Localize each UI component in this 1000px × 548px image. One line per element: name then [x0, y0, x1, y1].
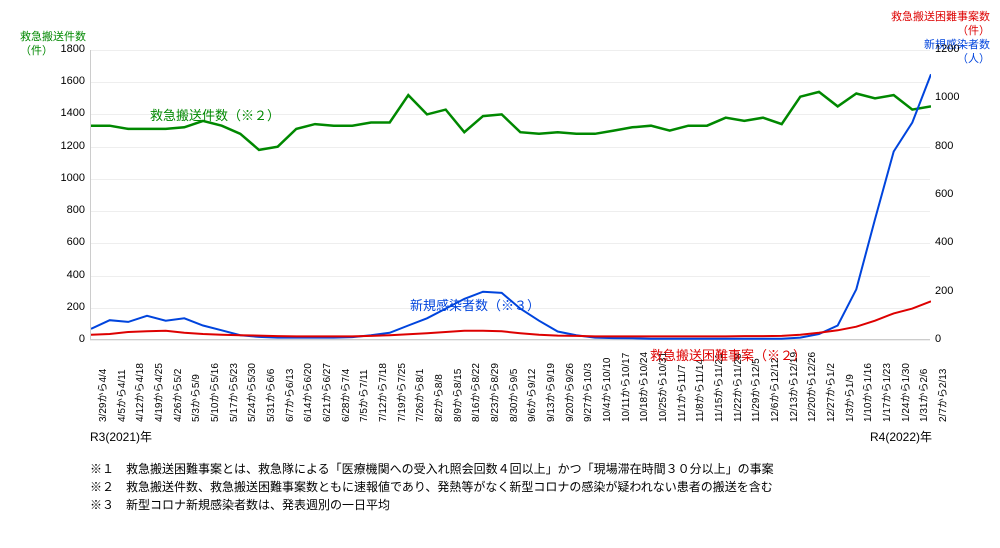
footnote-3: ※３ 新型コロナ新規感染者数は、発表週別の一日平均 [90, 496, 990, 514]
series-label-transport: 救急搬送件数（※２） [150, 105, 280, 124]
series-label-difficult: 救急搬送困難事案（※２） [650, 345, 806, 364]
x-tick-label: 10/4から10/10 [598, 358, 613, 423]
y-tick-left: 0 [40, 333, 85, 345]
x-tick-label: 8/16から8/22 [467, 363, 482, 422]
x-tick-label: 9/20から9/26 [561, 363, 576, 422]
x-tick-label: 11/29から12/5 [747, 358, 762, 422]
x-tick-label: 11/8から11/14 [691, 359, 706, 422]
x-tick-label: 8/23から8/29 [486, 363, 501, 422]
x-tick-label: 7/12から7/18 [374, 363, 389, 422]
x-tick-label: 4/19から4/25 [150, 363, 165, 422]
x-tick-label: 6/28から7/4 [337, 369, 352, 422]
x-tick-label: 6/7から6/13 [281, 369, 296, 422]
x-tick-label: 12/6から12/12 [766, 358, 781, 423]
x-tick-label: 5/24から5/30 [243, 363, 258, 422]
y-tick-left: 1200 [40, 140, 85, 152]
y-tick-left: 200 [40, 301, 85, 313]
y-tick-left: 1400 [40, 107, 85, 119]
y-tick-left: 1600 [40, 75, 85, 87]
x-tick-label: 8/30から9/5 [505, 369, 520, 422]
y-tick-left: 400 [40, 269, 85, 281]
x-tick-label: 9/27から10/3 [579, 363, 594, 422]
x-tick-label: 8/2から8/8 [430, 374, 445, 422]
y-tick-left: 800 [40, 204, 85, 216]
x-tick-label: 5/10から5/16 [206, 363, 221, 422]
x-tick-label: 5/31から6/6 [262, 369, 277, 422]
x-tick-label: 12/27から1/2 [822, 363, 837, 422]
y-tick-right: 800 [935, 140, 980, 152]
x-tick-label: 7/26から8/1 [411, 369, 426, 422]
y-axis-right-label-1: 救急搬送困難事案数 （件） [891, 10, 990, 39]
y-tick-right: 600 [935, 188, 980, 200]
x-tick-label: 7/19から7/25 [393, 363, 408, 422]
y-tick-left: 1000 [40, 172, 85, 184]
x-tick-label: 4/5から4/11 [113, 369, 128, 422]
x-tick-label: 10/11から10/17 [617, 353, 632, 422]
x-tick-label: 10/18から10/24 [635, 352, 650, 422]
y-tick-left: 1800 [40, 43, 85, 55]
x-tick-label: 9/6から9/12 [523, 369, 538, 422]
y-tick-left: 600 [40, 236, 85, 248]
x-tick-label: 6/21から6/27 [318, 363, 333, 422]
x-tick-label: 8/9から8/15 [449, 369, 464, 422]
y-tick-right: 400 [935, 236, 980, 248]
x-tick-label: 1/31から2/6 [915, 369, 930, 422]
x-tick-label: 3/29から4/4 [94, 369, 109, 422]
chart-container: 救急搬送件数 （件） 救急搬送困難事案数 （件） 新規感染者数 （人） 0200… [10, 10, 990, 450]
x-tick-label: 6/14から6/20 [299, 363, 314, 422]
x-tick-label: 4/26から5/2 [169, 369, 184, 422]
footnote-2: ※２ 救急搬送件数、救急搬送困難事案数ともに速報値であり、発熱等がなく新型コロナ… [90, 478, 990, 496]
x-tick-label: 2/7から2/13 [934, 369, 949, 422]
x-tick-label: 7/5から7/11 [355, 369, 370, 422]
footnote-1: ※１ 救急搬送困難事案とは、救急隊による「医療機関への受入れ照会回数４回以上」か… [90, 460, 990, 478]
year-start-label: R3(2021)年 [90, 428, 152, 445]
series-label-infections: 新規感染者数（※３） [410, 295, 540, 314]
x-tick-label: 4/12から4/18 [131, 363, 146, 422]
x-tick-label: 1/17から1/23 [878, 363, 893, 422]
x-tick-label: 5/3から5/9 [187, 374, 202, 422]
y-tick-right: 200 [935, 285, 980, 297]
x-tick-label: 1/3から1/9 [841, 374, 856, 422]
y-tick-right: 1000 [935, 91, 980, 103]
y-tick-right: 0 [935, 333, 980, 345]
footnotes: ※１ 救急搬送困難事案とは、救急隊による「医療機関への受入れ照会回数４回以上」か… [90, 460, 990, 514]
y-tick-right: 1200 [935, 43, 980, 55]
year-end-label: R4(2022)年 [870, 428, 932, 445]
x-tick-label: 9/13から9/19 [542, 363, 557, 422]
x-tick-label: 11/1から11/7 [673, 365, 688, 422]
x-tick-label: 1/10から1/16 [859, 363, 874, 422]
x-tick-label: 1/24から1/30 [897, 363, 912, 422]
x-tick-label: 5/17から5/23 [225, 363, 240, 422]
